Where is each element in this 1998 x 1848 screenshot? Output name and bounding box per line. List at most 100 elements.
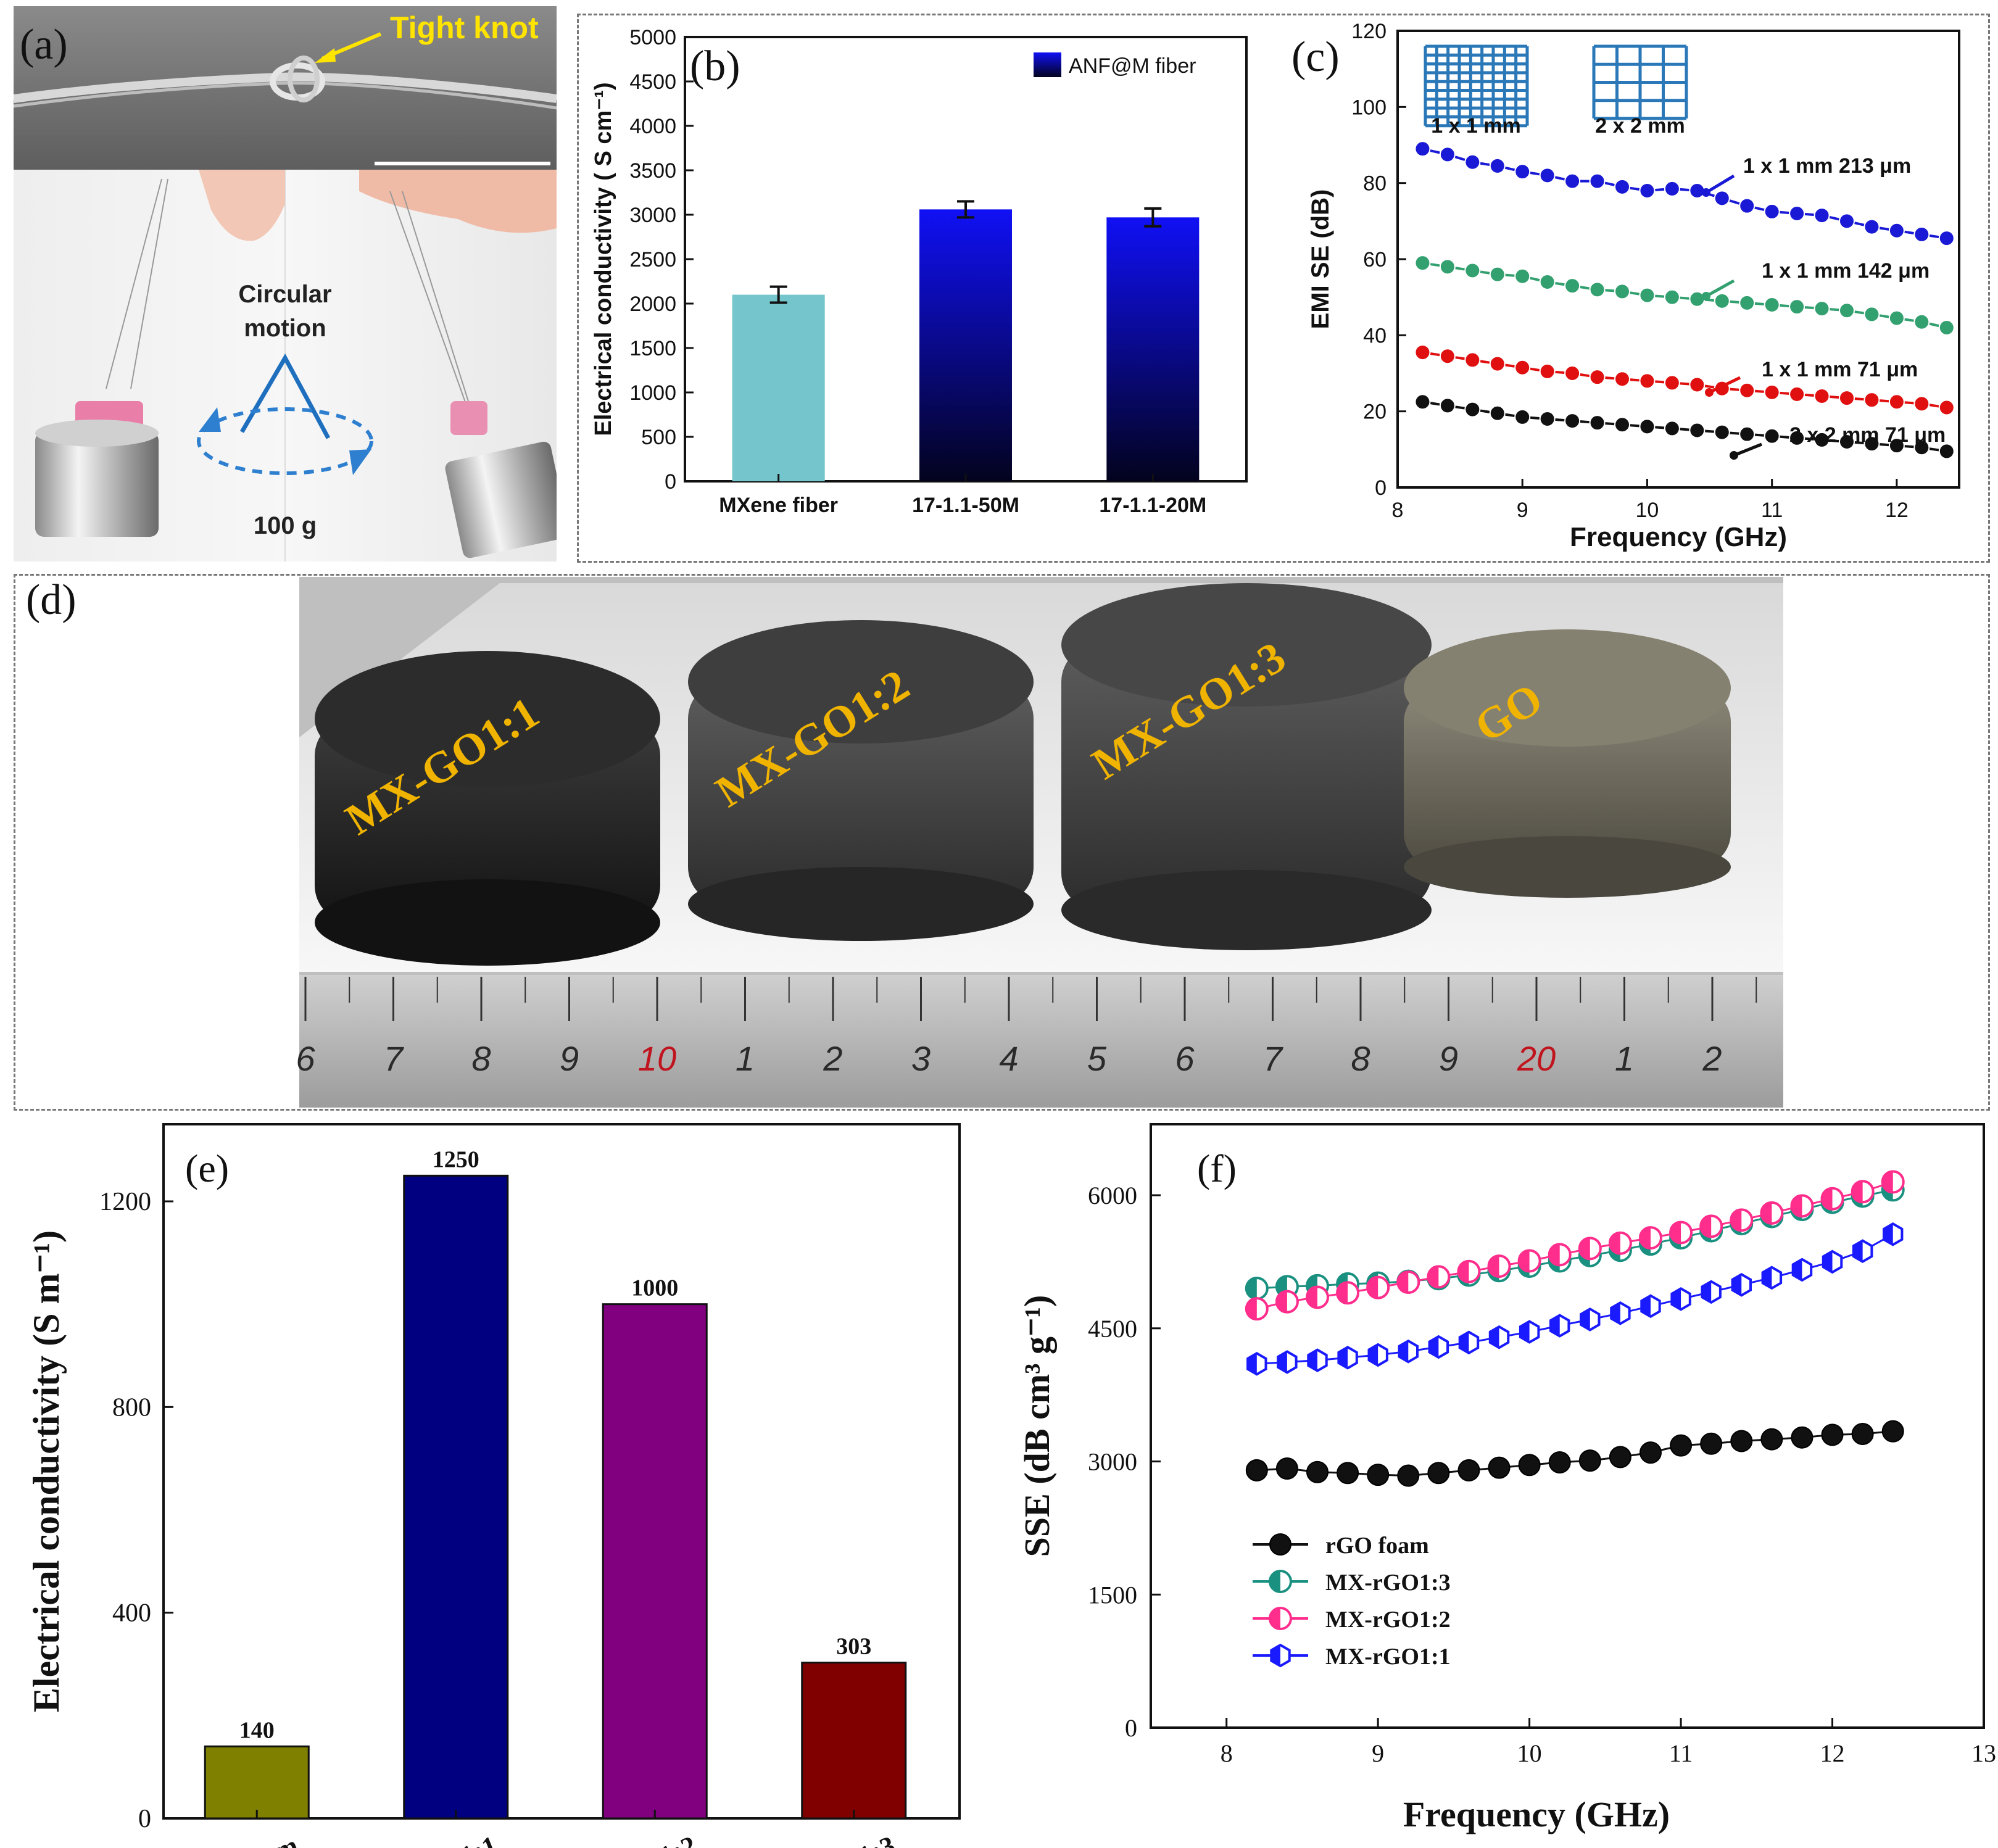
panel-d: (d) MX-GO1:1 MX-GO1:2 MX-GO1:3 GO 6 7 8 9 10… [19, 577, 1987, 1108]
y-tick-label: 1500 [1088, 1581, 1137, 1609]
y-tick-label: 1500 [629, 337, 676, 360]
y-tick-label: 60 [1363, 248, 1387, 271]
y-tick-label: 120 [1351, 20, 1387, 43]
y-tick-label: 100 [1351, 96, 1387, 119]
figure-root: { "panel_a": { "label": "(a)", "knot_lab… [0, 0, 1998, 1848]
data-point [1490, 357, 1505, 371]
data-label: 303 [836, 1634, 871, 1660]
data-point [1765, 385, 1780, 400]
data-point [1515, 360, 1530, 375]
x-tick-label: MXene fiber [719, 494, 838, 517]
data-point [1277, 1458, 1298, 1479]
y-tick-label: 500 [641, 426, 676, 449]
legend-swatch [1034, 52, 1061, 77]
data-point [1715, 294, 1730, 309]
x-tick-label: 8 [1392, 499, 1404, 522]
y-tick-label: 0 [1375, 476, 1387, 500]
data-point [1739, 296, 1754, 310]
data-point [1615, 417, 1630, 432]
data-point [1789, 206, 1804, 221]
y-tick-label: 3000 [629, 204, 676, 227]
data-point [1689, 423, 1704, 438]
data-point [1565, 366, 1580, 381]
ruler-number: 9 [560, 1039, 579, 1078]
data-point [1615, 284, 1630, 299]
data-point [1739, 427, 1754, 442]
data-point [1839, 303, 1854, 318]
data-point [1639, 288, 1654, 303]
y-tick-label: 20 [1363, 400, 1387, 424]
y-tick-label: 1200 [99, 1188, 151, 1216]
data-point [1465, 263, 1480, 278]
left-weight-top [35, 420, 159, 447]
panel-label-d: (d) [26, 577, 77, 624]
ruler-number: 2 [1702, 1039, 1722, 1078]
left-weight [35, 432, 159, 537]
data-point [1428, 1462, 1449, 1483]
y-tick-label: 2500 [629, 248, 676, 271]
data-label: 1250 [433, 1146, 479, 1172]
legend-marker [1270, 1534, 1291, 1555]
x-tick-label: 13 [1971, 1739, 1996, 1767]
mesh-label: 1 x 1 mm [1431, 114, 1521, 138]
data-point [1515, 410, 1530, 425]
series-arrow [1706, 176, 1734, 193]
ruler-number: 8 [471, 1039, 491, 1078]
data-point [1689, 378, 1704, 392]
data-point [1590, 415, 1605, 430]
x-tick-label: 12 [1820, 1739, 1845, 1767]
data-point [1246, 1460, 1267, 1481]
bar [919, 209, 1012, 481]
legend-label: rGO foam [1325, 1533, 1429, 1559]
ruler-number: 20 [1517, 1039, 1556, 1078]
data-point [1440, 147, 1455, 162]
data-point [1590, 370, 1605, 384]
chart-b: 0500100015002000250030003500400045005000… [580, 19, 1271, 561]
y-tick-label: 5000 [629, 26, 676, 49]
data-point [1914, 396, 1929, 411]
x-tick-label: 17-1.1-50M [912, 494, 1019, 517]
ruler-number: 9 [1439, 1039, 1458, 1078]
knot-label: Tight knot [390, 10, 539, 45]
data-point [1515, 269, 1530, 284]
data-point [1791, 1427, 1812, 1448]
y-tick-label: 800 [112, 1393, 151, 1422]
panel-a: Tight knot (a) Circular motion 100 g [14, 6, 557, 561]
data-point [1415, 394, 1430, 409]
data-point [1815, 208, 1830, 223]
data-point [1415, 345, 1430, 360]
x-tick-label: 11 [1761, 499, 1783, 522]
y-tick-label: 400 [112, 1599, 151, 1628]
data-point [1889, 394, 1904, 409]
data-point [1939, 231, 1954, 246]
bar [404, 1175, 508, 1818]
data-point [1398, 1465, 1419, 1486]
mesh-icon [1594, 46, 1686, 118]
panel-label: (c) [1291, 33, 1340, 81]
data-point [1765, 429, 1780, 444]
ruler-number: 8 [1351, 1039, 1370, 1078]
data-point [1415, 255, 1430, 270]
y-tick-label: 0 [138, 1805, 151, 1833]
bar [732, 295, 825, 481]
ruler-number: 1 [736, 1039, 755, 1078]
data-point [1883, 1421, 1904, 1442]
foam-go [1404, 629, 1731, 898]
data-point [1665, 181, 1680, 196]
series-label: 2 x 2 mm 71 μm [1789, 423, 1946, 447]
ruler-number: 7 [1263, 1039, 1283, 1078]
data-point [1540, 364, 1555, 379]
series-arrow [1734, 444, 1762, 455]
data-point [1670, 1435, 1691, 1456]
data-point [1665, 290, 1680, 305]
data-point [1715, 191, 1730, 205]
data-point [1864, 392, 1879, 407]
bar [205, 1746, 309, 1818]
chart-f: 015003000450060008 9 10 11 12 13rGO foamMX-rG… [1000, 1111, 1998, 1848]
data-point [1489, 1457, 1510, 1478]
data-point [1440, 349, 1455, 363]
y-tick-label: 4500 [629, 70, 676, 94]
x-tick-label: 12 [1885, 499, 1909, 522]
data-point [1565, 413, 1580, 428]
series-label: 1 x 1 mm 213 μm [1743, 154, 1911, 178]
